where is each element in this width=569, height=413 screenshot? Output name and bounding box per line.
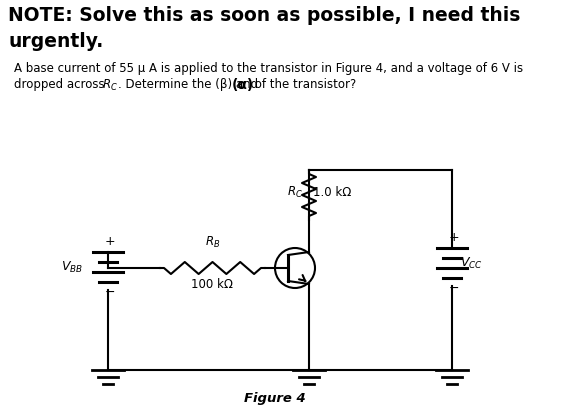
Text: urgently.: urgently. <box>8 32 103 51</box>
Text: NOTE: Solve this as soon as possible, I need this: NOTE: Solve this as soon as possible, I … <box>8 6 521 25</box>
Text: of the transistor?: of the transistor? <box>251 78 356 91</box>
Text: A base current of 55 μ A is applied to the transistor in Figure 4, and a voltage: A base current of 55 μ A is applied to t… <box>14 62 523 75</box>
Text: . Determine the (β) and: . Determine the (β) and <box>118 78 262 91</box>
Text: −: − <box>105 286 116 299</box>
Text: 100 kΩ: 100 kΩ <box>192 278 233 291</box>
Text: dropped across: dropped across <box>14 78 108 91</box>
Text: 1.0 kΩ: 1.0 kΩ <box>313 185 352 199</box>
Text: $V_{BB}$: $V_{BB}$ <box>61 259 83 275</box>
Text: $R_C$: $R_C$ <box>287 185 303 199</box>
Text: (α): (α) <box>232 78 254 92</box>
Text: Figure 4: Figure 4 <box>244 392 306 405</box>
Text: +: + <box>105 235 116 248</box>
Text: $V_{CC}$: $V_{CC}$ <box>460 256 483 271</box>
Text: +: + <box>449 231 459 244</box>
Text: $R_C$: $R_C$ <box>102 78 118 93</box>
Text: $R_B$: $R_B$ <box>205 235 220 250</box>
Text: −: − <box>449 282 459 295</box>
